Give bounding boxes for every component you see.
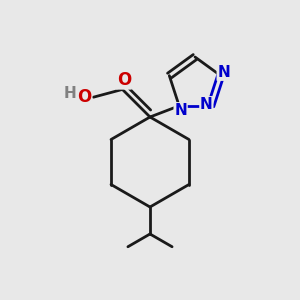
Text: N: N [200, 97, 213, 112]
Text: N: N [217, 65, 230, 80]
Text: H: H [64, 86, 76, 101]
Text: N: N [174, 103, 187, 118]
Text: O: O [77, 88, 92, 106]
Text: O: O [117, 71, 131, 89]
